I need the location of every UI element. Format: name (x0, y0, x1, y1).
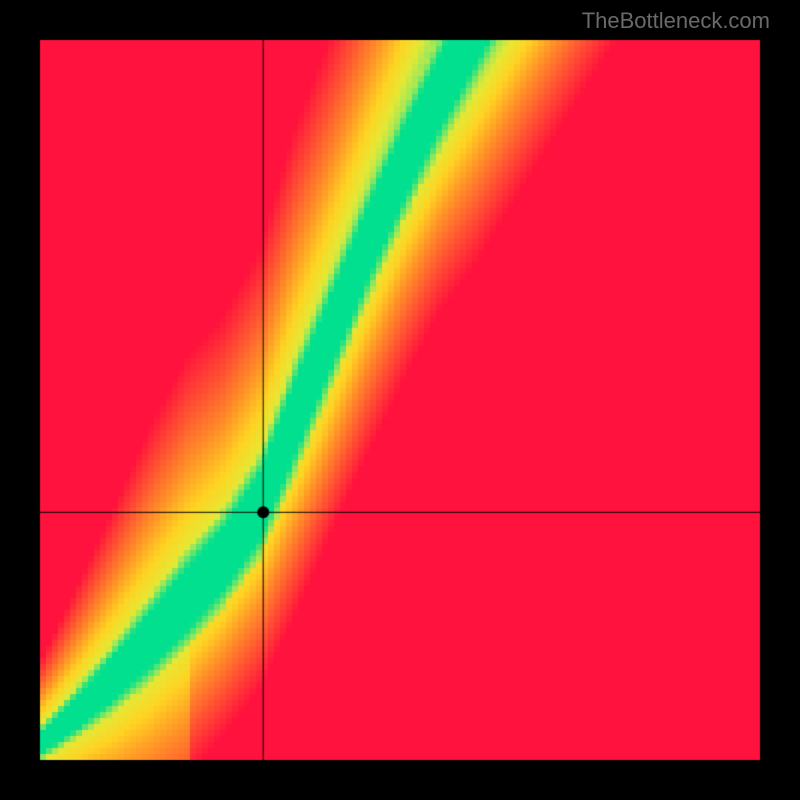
watermark-text: TheBottleneck.com (582, 8, 770, 34)
chart-container: TheBottleneck.com (0, 0, 800, 800)
bottleneck-heatmap (0, 0, 800, 800)
